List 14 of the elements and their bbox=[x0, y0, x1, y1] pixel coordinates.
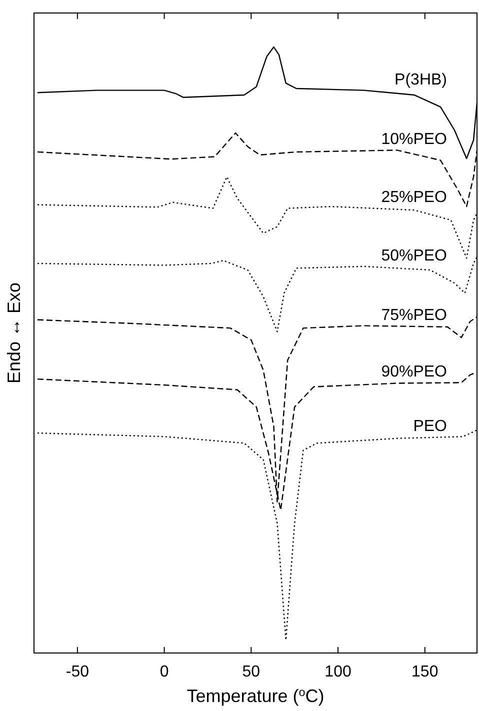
series-label: 75%PEO bbox=[381, 306, 447, 324]
x-tick-label: 50 bbox=[242, 663, 260, 680]
series-label: 50%PEO bbox=[381, 248, 447, 265]
series-label: 10%PEO bbox=[381, 131, 447, 148]
x-axis-title: Temperature ($^{o}$C) bbox=[186, 686, 324, 706]
series-label: PEO bbox=[413, 418, 447, 435]
x-tick-label: 150 bbox=[412, 663, 438, 680]
series-label: P(3HB) bbox=[394, 72, 447, 89]
series-label: 25%PEO bbox=[381, 189, 447, 206]
x-tick-label: 100 bbox=[324, 663, 352, 680]
y-axis-title: Endo ↔ Exo bbox=[4, 282, 24, 384]
x-tick-label: 0 bbox=[160, 663, 169, 680]
series-label: 90%PEO bbox=[381, 364, 447, 381]
x-tick-label: -50 bbox=[66, 663, 90, 680]
